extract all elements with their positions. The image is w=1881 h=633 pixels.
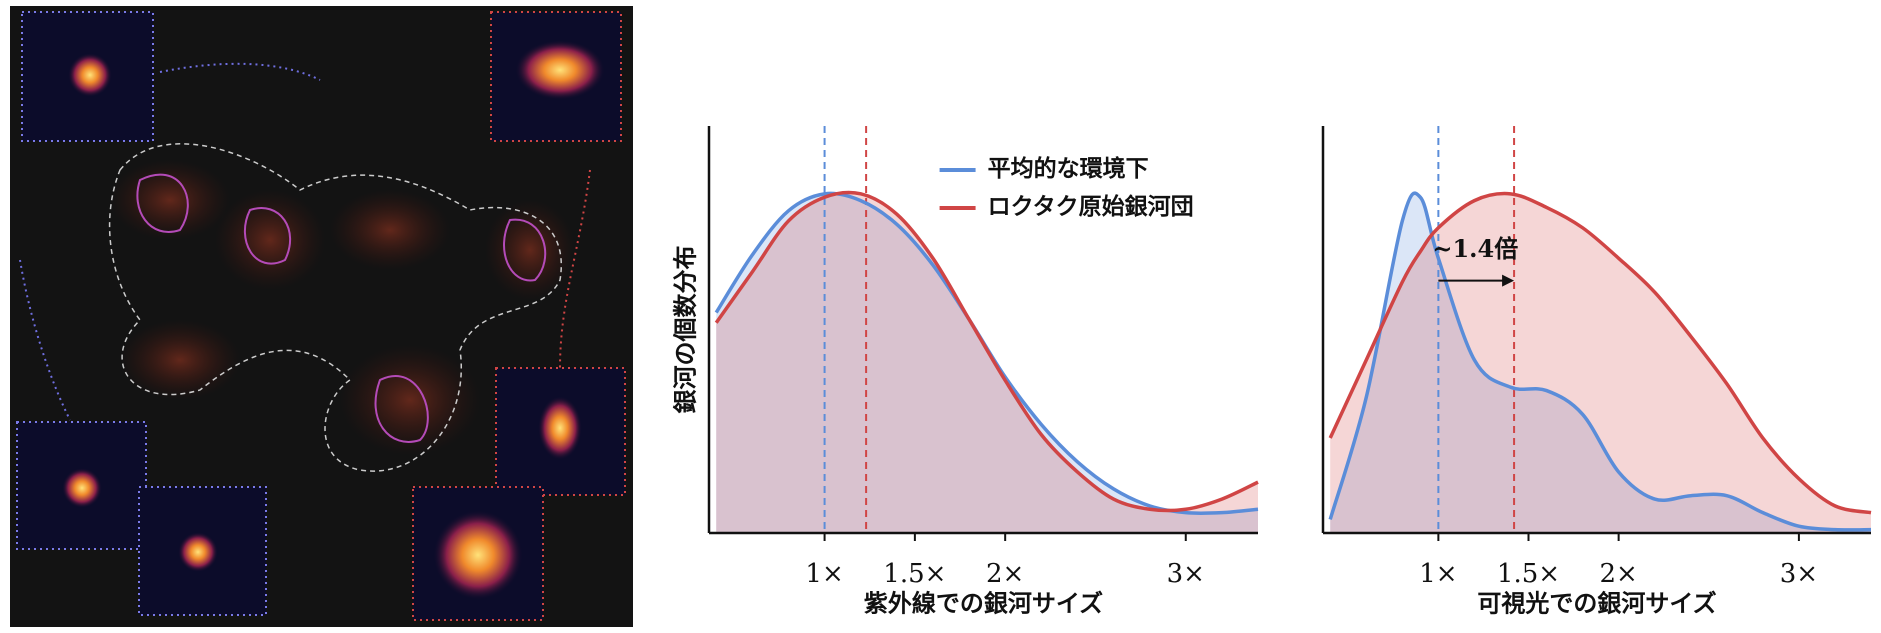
density-line: [714, 190, 1259, 513]
x-tick-label: 1×: [805, 559, 843, 589]
inset: [412, 486, 544, 621]
x-tick-label: 1.5×: [883, 559, 946, 589]
legend-label: 平均的な環境下: [988, 155, 1149, 182]
sky-image: [10, 6, 633, 627]
inset: [16, 421, 147, 550]
x-tick-label: 2×: [986, 559, 1024, 589]
area: [1330, 193, 1871, 533]
area: [716, 192, 1258, 533]
area: [1330, 193, 1871, 534]
area: [716, 193, 1258, 533]
x-tick-label: 1.5×: [1497, 559, 1560, 589]
y-axis-label: 銀河の個数分布: [671, 246, 700, 414]
legend-label: ロクタク原始銀河団: [988, 193, 1194, 220]
annotation: ~1.4倍: [1432, 234, 1518, 263]
x-tick-label: 3×: [1780, 559, 1818, 589]
x-axis-label: 可視光での銀河サイズ: [1477, 589, 1716, 618]
inset: [21, 11, 154, 142]
density-line: [1328, 191, 1872, 515]
x-tick-label: 2×: [1599, 559, 1637, 589]
inset: [138, 486, 267, 616]
inset: [490, 11, 622, 142]
annotation-arrowhead: [1502, 274, 1515, 287]
density-line: [1328, 191, 1872, 532]
x-tick-label: 3×: [1167, 559, 1205, 589]
inset: [495, 367, 626, 496]
x-axis-label: 紫外線での銀河サイズ: [864, 589, 1103, 618]
x-tick-label: 1×: [1419, 559, 1457, 589]
